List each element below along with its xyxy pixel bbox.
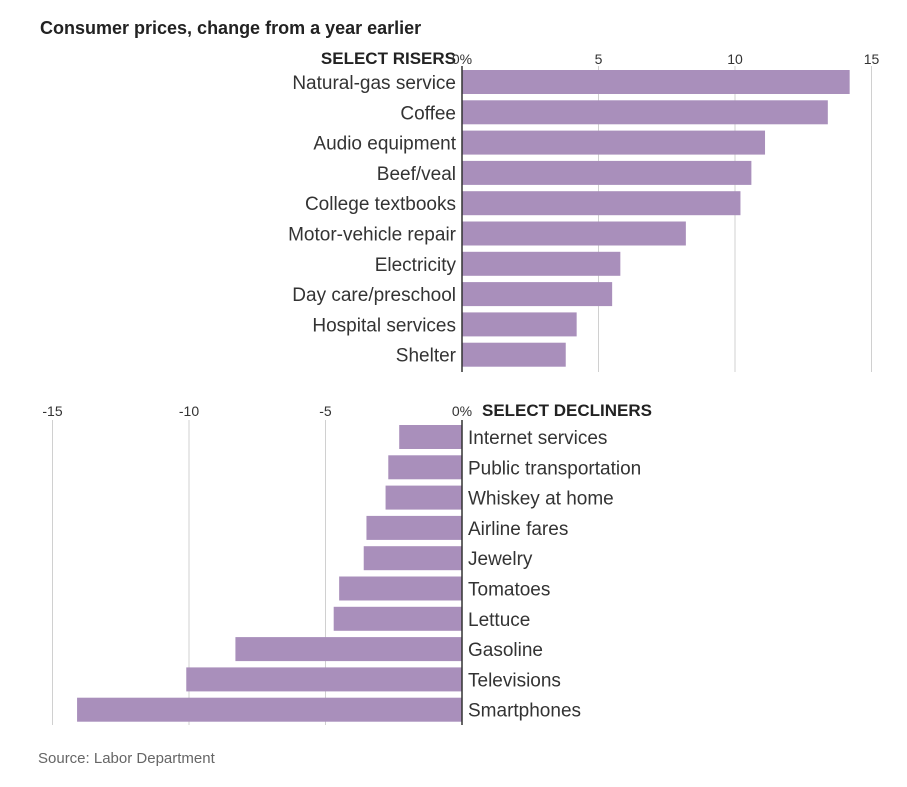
bar xyxy=(363,546,462,571)
category-label: Lettuce xyxy=(468,610,530,631)
tick-label: 10 xyxy=(727,51,743,67)
tick-label: 5 xyxy=(595,51,603,67)
risers-header: SELECT RISERS xyxy=(321,49,456,68)
bar xyxy=(385,485,462,510)
tick-label: -15 xyxy=(42,403,62,419)
bar xyxy=(186,667,462,692)
category-label: Whiskey at home xyxy=(468,489,614,510)
category-label: Internet services xyxy=(468,428,607,449)
category-label: College textbooks xyxy=(305,194,456,215)
category-label: Shelter xyxy=(396,346,457,367)
bar xyxy=(462,160,752,185)
category-label: Hospital services xyxy=(312,315,456,336)
bar xyxy=(462,251,621,276)
tick-label: -10 xyxy=(179,403,199,419)
bar xyxy=(462,221,686,246)
tick-label: 0% xyxy=(452,51,472,67)
category-label: Electricity xyxy=(375,255,457,276)
bar xyxy=(462,342,566,367)
bar xyxy=(366,515,462,540)
bar xyxy=(339,576,462,601)
bar xyxy=(333,606,462,631)
category-label: Motor-vehicle repair xyxy=(288,225,457,246)
category-label: Smartphones xyxy=(468,701,581,722)
tick-label: -5 xyxy=(319,403,332,419)
bar xyxy=(399,425,462,449)
bar xyxy=(235,637,462,662)
category-label: Natural-gas service xyxy=(292,73,456,94)
tick-label: 0% xyxy=(452,403,472,419)
source-note: Source: Labor Department xyxy=(38,750,216,767)
bar xyxy=(462,191,741,216)
category-label: Airline fares xyxy=(468,519,568,540)
bar xyxy=(462,70,850,94)
tick-label: 15 xyxy=(864,51,880,67)
category-label: Jewelry xyxy=(468,549,533,570)
bar xyxy=(388,455,462,480)
bar xyxy=(462,282,613,307)
bar xyxy=(77,697,462,722)
category-label: Public transportation xyxy=(468,458,641,479)
category-label: Beef/veal xyxy=(377,164,456,185)
category-label: Gasoline xyxy=(468,640,543,661)
category-label: Coffee xyxy=(400,103,456,124)
category-label: Day care/preschool xyxy=(292,285,456,306)
bar xyxy=(462,312,577,337)
bar xyxy=(462,100,828,125)
bar xyxy=(462,130,766,155)
category-label: Tomatoes xyxy=(468,580,550,601)
category-label: Televisions xyxy=(468,670,561,691)
category-label: Audio equipment xyxy=(313,134,456,155)
chart-title: Consumer prices, change from a year earl… xyxy=(40,18,421,38)
decliners-header: SELECT DECLINERS xyxy=(482,401,652,420)
